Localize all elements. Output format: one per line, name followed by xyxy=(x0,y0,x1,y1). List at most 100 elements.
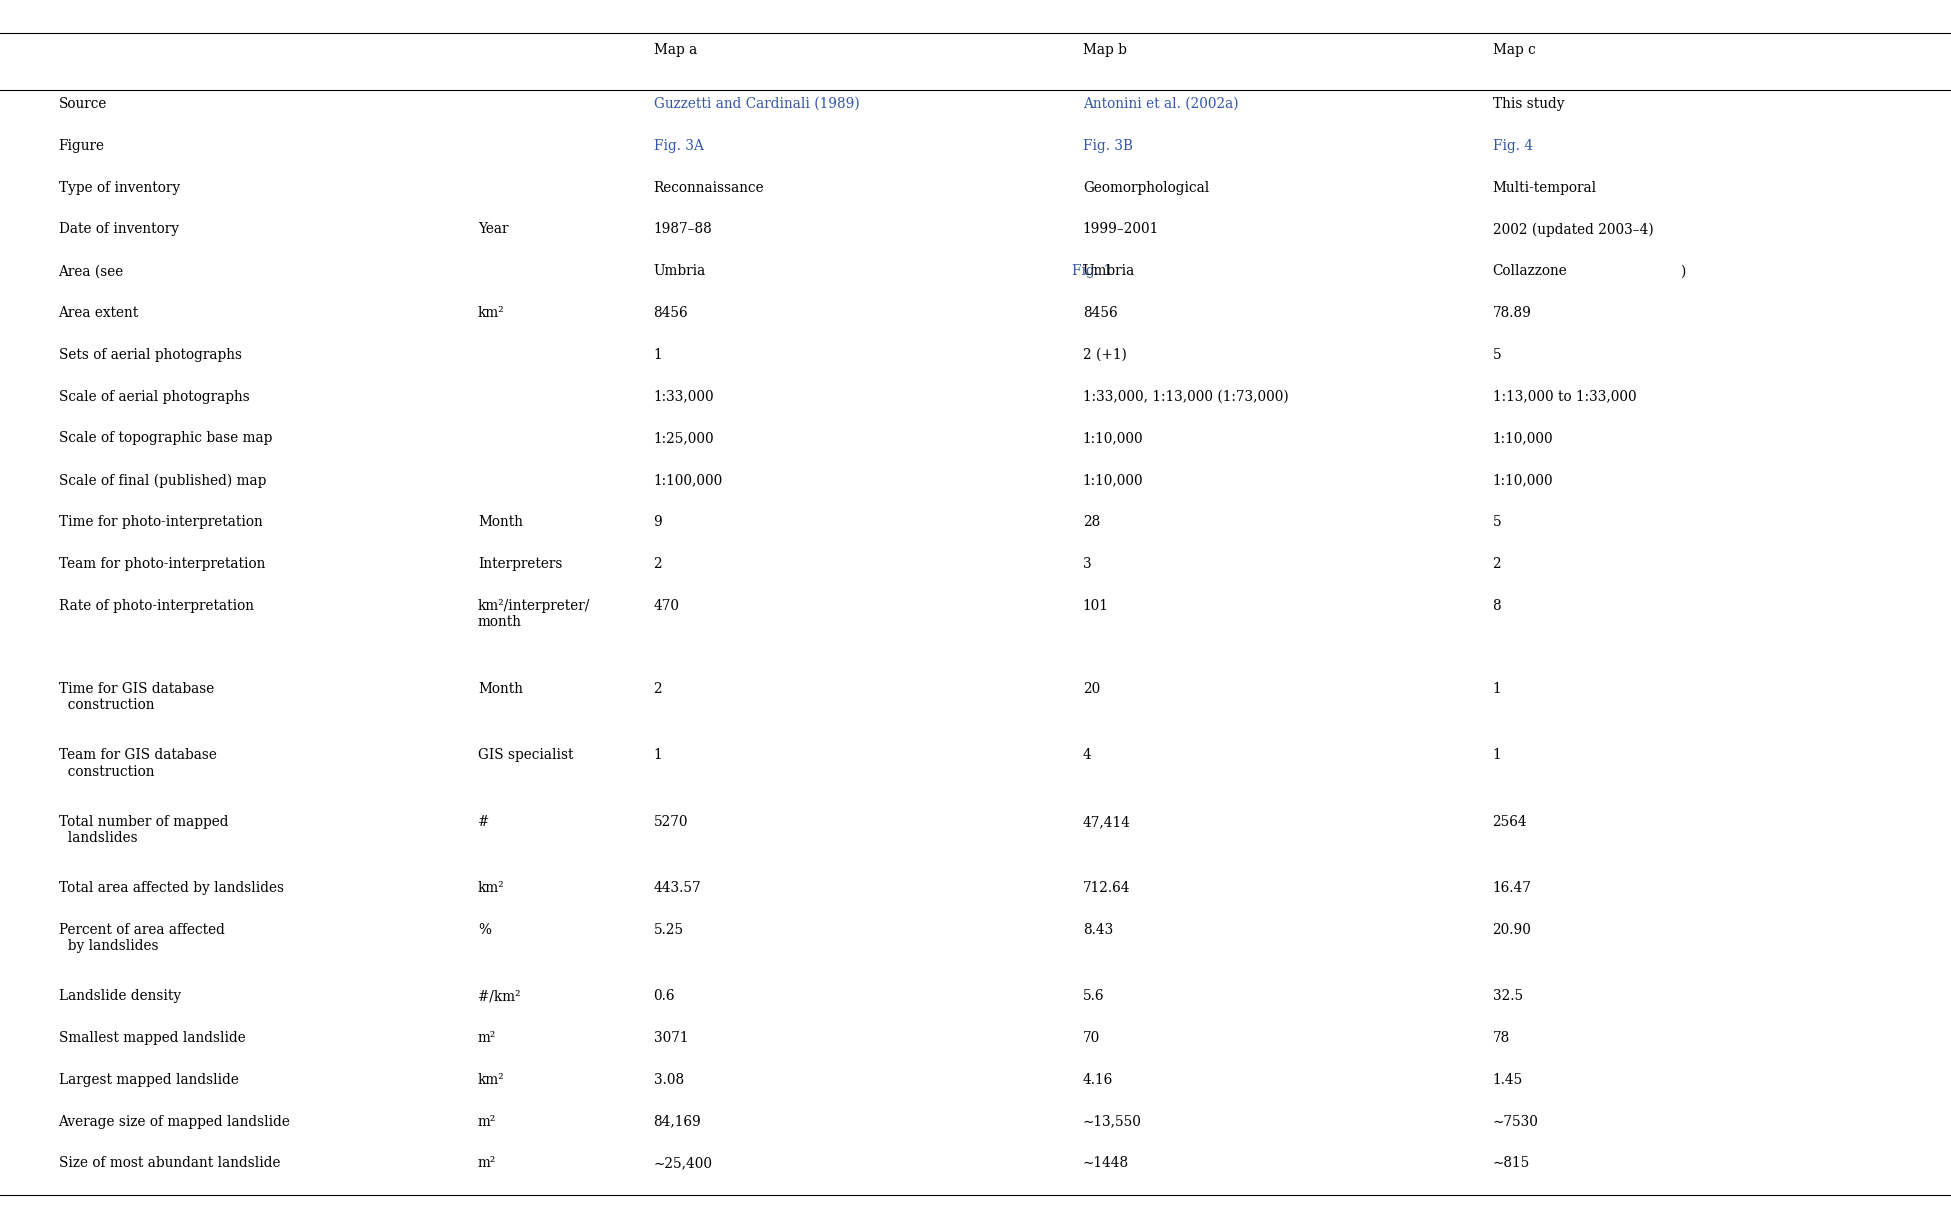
Text: Area (see: Area (see xyxy=(59,264,129,278)
Text: GIS specialist: GIS specialist xyxy=(478,748,574,762)
Text: 8: 8 xyxy=(1493,599,1500,612)
Text: 20.90: 20.90 xyxy=(1493,923,1532,936)
Text: 2002 (updated 2003–4): 2002 (updated 2003–4) xyxy=(1493,222,1652,237)
Text: 1:13,000 to 1:33,000: 1:13,000 to 1:33,000 xyxy=(1493,390,1637,403)
Text: 2: 2 xyxy=(654,682,661,696)
Text: km²/interpreter/
month: km²/interpreter/ month xyxy=(478,599,591,629)
Text: Scale of aerial photographs: Scale of aerial photographs xyxy=(59,390,250,403)
Text: Multi-temporal: Multi-temporal xyxy=(1493,181,1596,194)
Text: Size of most abundant landslide: Size of most abundant landslide xyxy=(59,1156,281,1170)
Text: Umbria: Umbria xyxy=(1083,264,1135,278)
Text: Area extent: Area extent xyxy=(59,306,139,320)
Text: 47,414: 47,414 xyxy=(1083,815,1132,828)
Text: 1:10,000: 1:10,000 xyxy=(1493,431,1553,445)
Text: Geomorphological: Geomorphological xyxy=(1083,181,1210,194)
Text: 1:33,000: 1:33,000 xyxy=(654,390,714,403)
Text: 1: 1 xyxy=(1493,682,1500,696)
Text: ∼7530: ∼7530 xyxy=(1493,1115,1539,1128)
Text: Interpreters: Interpreters xyxy=(478,557,562,570)
Text: 0.6: 0.6 xyxy=(654,989,675,1003)
Text: 1:25,000: 1:25,000 xyxy=(654,431,714,445)
Text: Scale of topographic base map: Scale of topographic base map xyxy=(59,431,271,445)
Text: Month: Month xyxy=(478,682,523,696)
Text: 5: 5 xyxy=(1493,515,1500,528)
Text: 5.25: 5.25 xyxy=(654,923,683,936)
Text: 5: 5 xyxy=(1493,348,1500,361)
Text: 8456: 8456 xyxy=(1083,306,1118,320)
Text: 2 (+1): 2 (+1) xyxy=(1083,348,1126,361)
Text: 3: 3 xyxy=(1083,557,1091,570)
Text: 1999–2001: 1999–2001 xyxy=(1083,222,1159,236)
Text: ∼815: ∼815 xyxy=(1493,1156,1530,1170)
Text: 1.45: 1.45 xyxy=(1493,1073,1524,1086)
Text: Team for photo-interpretation: Team for photo-interpretation xyxy=(59,557,265,570)
Text: 84,169: 84,169 xyxy=(654,1115,700,1128)
Text: Time for photo-interpretation: Time for photo-interpretation xyxy=(59,515,261,528)
Text: Month: Month xyxy=(478,515,523,528)
Text: 1:100,000: 1:100,000 xyxy=(654,473,722,487)
Text: Total number of mapped
  landslides: Total number of mapped landslides xyxy=(59,815,228,846)
Text: 5.6: 5.6 xyxy=(1083,989,1104,1003)
Text: Landslide density: Landslide density xyxy=(59,989,181,1003)
Text: Total area affected by landslides: Total area affected by landslides xyxy=(59,881,283,895)
Text: 16.47: 16.47 xyxy=(1493,881,1532,895)
Text: 78.89: 78.89 xyxy=(1493,306,1532,320)
Text: Map b: Map b xyxy=(1083,43,1126,57)
Text: Reconnaissance: Reconnaissance xyxy=(654,181,765,194)
Text: 32.5: 32.5 xyxy=(1493,989,1522,1003)
Text: m²: m² xyxy=(478,1115,496,1128)
Text: 4.16: 4.16 xyxy=(1083,1073,1114,1086)
Text: ∼25,400: ∼25,400 xyxy=(654,1156,712,1170)
Text: 1:33,000, 1:13,000 (1:73,000): 1:33,000, 1:13,000 (1:73,000) xyxy=(1083,390,1288,403)
Text: Guzzetti and Cardinali (1989): Guzzetti and Cardinali (1989) xyxy=(654,97,858,111)
Text: Type of inventory: Type of inventory xyxy=(59,181,179,194)
Text: 1:10,000: 1:10,000 xyxy=(1493,473,1553,487)
Text: Source: Source xyxy=(59,97,107,111)
Text: %: % xyxy=(478,923,492,936)
Text: Rate of photo-interpretation: Rate of photo-interpretation xyxy=(59,599,254,612)
Text: #: # xyxy=(478,815,490,828)
Text: Fig. 3A: Fig. 3A xyxy=(654,139,704,152)
Text: Fig. 1: Fig. 1 xyxy=(1071,264,1112,278)
Text: 78: 78 xyxy=(1493,1031,1510,1045)
Text: m²: m² xyxy=(478,1031,496,1045)
Text: Scale of final (published) map: Scale of final (published) map xyxy=(59,473,265,488)
Text: 443.57: 443.57 xyxy=(654,881,700,895)
Text: 5270: 5270 xyxy=(654,815,689,828)
Text: This study: This study xyxy=(1493,97,1565,111)
Text: 8.43: 8.43 xyxy=(1083,923,1114,936)
Text: Fig. 4: Fig. 4 xyxy=(1493,139,1533,152)
Text: km²: km² xyxy=(478,1073,505,1086)
Text: 70: 70 xyxy=(1083,1031,1100,1045)
Text: Sets of aerial photographs: Sets of aerial photographs xyxy=(59,348,242,361)
Text: ∼1448: ∼1448 xyxy=(1083,1156,1130,1170)
Text: 20: 20 xyxy=(1083,682,1100,696)
Text: 3071: 3071 xyxy=(654,1031,689,1045)
Text: Team for GIS database
  construction: Team for GIS database construction xyxy=(59,748,217,779)
Text: 470: 470 xyxy=(654,599,679,612)
Text: 28: 28 xyxy=(1083,515,1100,528)
Text: Figure: Figure xyxy=(59,139,105,152)
Text: km²: km² xyxy=(478,306,505,320)
Text: Umbria: Umbria xyxy=(654,264,706,278)
Text: 3.08: 3.08 xyxy=(654,1073,683,1086)
Text: 712.64: 712.64 xyxy=(1083,881,1130,895)
Text: 1: 1 xyxy=(654,748,661,762)
Text: 4: 4 xyxy=(1083,748,1091,762)
Text: Collazzone: Collazzone xyxy=(1493,264,1567,278)
Text: 1: 1 xyxy=(1493,748,1500,762)
Text: Fig. 3B: Fig. 3B xyxy=(1083,139,1134,152)
Text: Map a: Map a xyxy=(654,43,697,57)
Text: Largest mapped landslide: Largest mapped landslide xyxy=(59,1073,238,1086)
Text: Antonini et al. (2002a): Antonini et al. (2002a) xyxy=(1083,97,1239,111)
Text: Time for GIS database
  construction: Time for GIS database construction xyxy=(59,682,215,713)
Text: 1987–88: 1987–88 xyxy=(654,222,712,236)
Text: 1: 1 xyxy=(654,348,661,361)
Text: 8456: 8456 xyxy=(654,306,689,320)
Text: 2: 2 xyxy=(654,557,661,570)
Text: 101: 101 xyxy=(1083,599,1108,612)
Text: Average size of mapped landslide: Average size of mapped landslide xyxy=(59,1115,291,1128)
Text: Date of inventory: Date of inventory xyxy=(59,222,179,236)
Text: Map c: Map c xyxy=(1493,43,1535,57)
Text: ): ) xyxy=(1680,264,1686,278)
